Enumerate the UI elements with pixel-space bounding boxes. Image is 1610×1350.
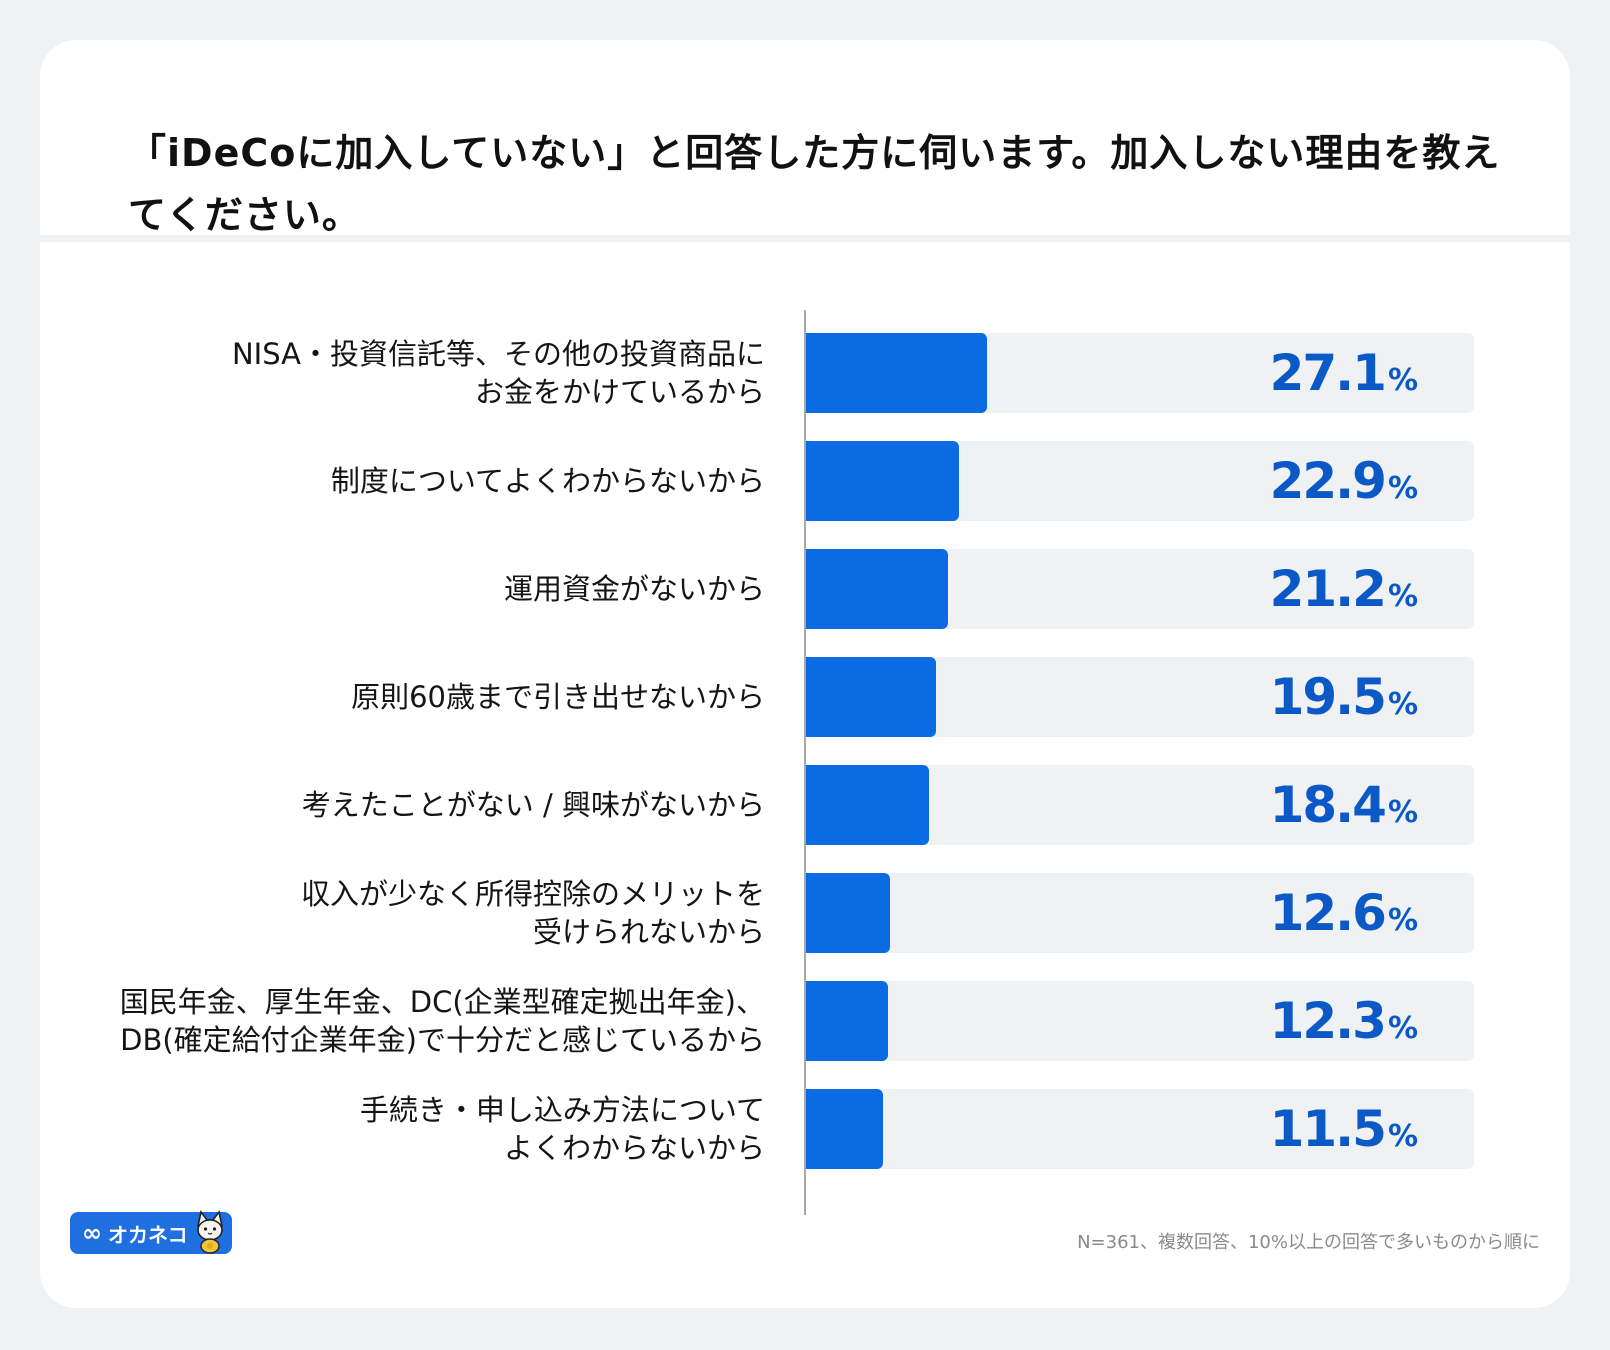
- data-label: 27.1%: [1270, 333, 1418, 413]
- bar: [806, 765, 929, 845]
- bar-row: 考えたことがない / 興味がないから 18.4%: [40, 765, 1570, 845]
- bar-row: 原則60歳まで引き出せないから 19.5%: [40, 657, 1570, 737]
- bar: [806, 657, 936, 737]
- data-label-unit: %: [1387, 686, 1418, 722]
- infinity-logo-icon: ∞: [82, 1219, 102, 1247]
- category-label: 国民年金、厚生年金、DC(企業型確定拠出年金)、 DB(確定給付企業年金)で十分…: [119, 985, 765, 1057]
- bar-row: 国民年金、厚生年金、DC(企業型確定拠出年金)、 DB(確定給付企業年金)で十分…: [40, 981, 1570, 1061]
- data-label-value: 19.5: [1269, 668, 1387, 726]
- bar-track: [806, 1089, 1474, 1169]
- bar-chart: NISA・投資信託等、その他の投資商品に お金をかけているから 27.1% 制度につ…: [40, 40, 1570, 1308]
- category-label: 収入が少なく所得控除のメリットを 受けられないから: [300, 877, 765, 949]
- data-label: 12.6%: [1270, 873, 1418, 953]
- data-label-value: 18.4: [1269, 776, 1387, 834]
- data-label-value: 22.9: [1269, 452, 1387, 510]
- y-axis-line: [804, 310, 806, 1215]
- bar-row: 運用資金がないから 21.2%: [40, 549, 1570, 629]
- data-label: 19.5%: [1270, 657, 1418, 737]
- data-label: 22.9%: [1270, 441, 1418, 521]
- category-label: 原則60歳まで引き出せないから: [351, 680, 765, 714]
- bar: [806, 873, 890, 953]
- data-label-unit: %: [1387, 794, 1418, 830]
- category-label: NISA・投資信託等、その他の投資商品に お金をかけているから: [231, 337, 765, 409]
- data-label: 18.4%: [1270, 765, 1418, 845]
- data-label-value: 27.1: [1269, 344, 1387, 402]
- bar: [806, 981, 888, 1061]
- bar: [806, 333, 987, 413]
- bar: [806, 1089, 883, 1169]
- data-label-unit: %: [1387, 902, 1418, 938]
- category-label: 手続き・申し込み方法について よくわからないから: [359, 1093, 765, 1165]
- bar-track: [806, 981, 1474, 1061]
- okaneko-logo: ∞ オカネコ: [70, 1210, 232, 1254]
- category-label: 運用資金がないから: [503, 572, 765, 606]
- category-label: 制度についてよくわからないから: [330, 464, 765, 498]
- data-label: 21.2%: [1270, 549, 1418, 629]
- data-label-value: 12.3: [1269, 992, 1387, 1050]
- logo-text: オカネコ: [108, 1222, 188, 1247]
- data-label-unit: %: [1387, 1118, 1418, 1154]
- bar-row: 収入が少なく所得控除のメリットを 受けられないから 12.6%: [40, 873, 1570, 953]
- chart-title: 「iDeCoに加入していない」と回答した方に伺います。加入しない理由を教えてくだ…: [128, 131, 1501, 237]
- chart-card: 「iDeCoに加入していない」と回答した方に伺います。加入しない理由を教えてくだ…: [40, 40, 1570, 1308]
- data-label-value: 11.5: [1269, 1100, 1387, 1158]
- bar-row: 制度についてよくわからないから 22.9%: [40, 441, 1570, 521]
- data-label: 12.3%: [1270, 981, 1418, 1061]
- data-label: 11.5%: [1270, 1089, 1418, 1169]
- data-label-unit: %: [1387, 470, 1418, 506]
- data-label-unit: %: [1387, 1010, 1418, 1046]
- data-label-value: 12.6: [1269, 884, 1387, 942]
- category-label: 考えたことがない / 興味がないから: [301, 788, 765, 822]
- data-label-value: 21.2: [1269, 560, 1387, 618]
- bar: [806, 549, 948, 629]
- bar: [806, 441, 959, 521]
- bar-track: [806, 873, 1474, 953]
- data-label-unit: %: [1387, 578, 1418, 614]
- cat-mascot-icon: [197, 1210, 223, 1254]
- data-label-unit: %: [1387, 362, 1418, 398]
- survey-note: N=361、複数回答、10%以上の回答で多いものから順に: [1077, 1232, 1540, 1253]
- title-divider: [40, 235, 1570, 242]
- bar-row: NISA・投資信託等、その他の投資商品に お金をかけているから 27.1%: [40, 333, 1570, 413]
- bar-row: 手続き・申し込み方法について よくわからないから 11.5%: [40, 1089, 1570, 1169]
